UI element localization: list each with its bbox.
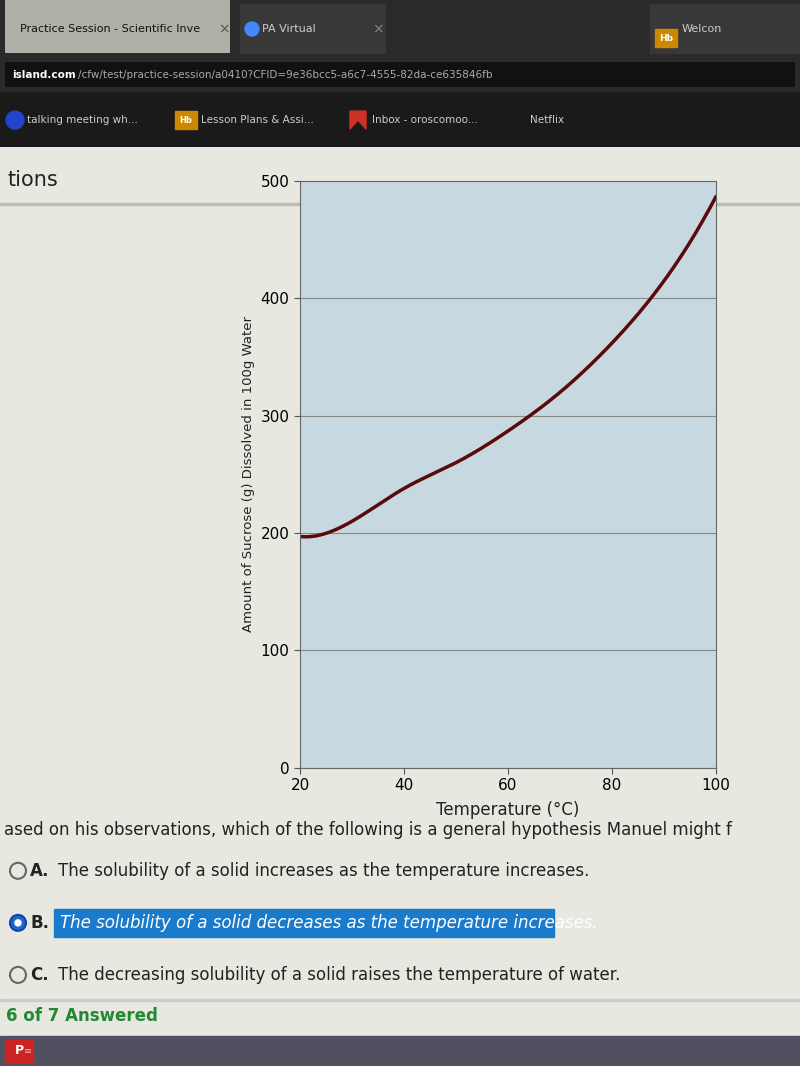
Text: The decreasing solubility of a solid raises the temperature of water.: The decreasing solubility of a solid rai… [58, 966, 620, 984]
Bar [5, 62, 795, 87]
Bar [0, 58, 800, 92]
Circle shape [10, 915, 26, 931]
X-axis label: Temperature (°C): Temperature (°C) [436, 802, 580, 820]
Polygon shape [350, 111, 366, 129]
Bar [0, 92, 800, 147]
Bar [0, 1000, 800, 1001]
Circle shape [6, 111, 24, 129]
Text: The solubility of a solid decreases as the temperature increases.: The solubility of a solid decreases as t… [60, 914, 598, 932]
Text: ×: × [218, 22, 230, 36]
Bar [650, 4, 800, 53]
Bar [655, 29, 677, 47]
Bar [240, 4, 385, 53]
Bar [5, 1040, 33, 1062]
Text: B.: B. [30, 914, 49, 932]
Bar [54, 909, 554, 937]
Text: Hb: Hb [179, 115, 193, 125]
Text: Lesson Plans & Assi...: Lesson Plans & Assi... [201, 115, 314, 125]
Text: ×: × [372, 22, 384, 36]
Text: talking meeting wh...: talking meeting wh... [27, 115, 138, 125]
Text: Welcon: Welcon [682, 25, 722, 34]
Text: tions: tions [8, 171, 58, 190]
Bar [5, 0, 230, 53]
Bar [175, 111, 197, 129]
Bar [0, 204, 800, 205]
Text: P: P [14, 1045, 23, 1057]
Bar [0, 0, 800, 58]
Text: ased on his observations, which of the following is a general hypothesis Manuel : ased on his observations, which of the f… [4, 821, 732, 839]
Text: Hb: Hb [659, 33, 673, 43]
Text: Practice Session - Scientific Inve: Practice Session - Scientific Inve [20, 25, 200, 34]
Text: Inbox - oroscomoo...: Inbox - oroscomoo... [372, 115, 478, 125]
Text: PA Virtual: PA Virtual [262, 25, 316, 34]
Bar [0, 1036, 800, 1066]
Y-axis label: Amount of Sucrose (g) Dissolved in 100g Water: Amount of Sucrose (g) Dissolved in 100g … [242, 317, 255, 632]
Circle shape [245, 22, 259, 36]
Text: island.com: island.com [12, 70, 76, 80]
Text: /cfw/test/practice-session/a0410?CFID=9e36bcc5-a6c7-4555-82da-ce635846fb: /cfw/test/practice-session/a0410?CFID=9e… [78, 70, 499, 80]
Text: The solubility of a solid increases as the temperature increases.: The solubility of a solid increases as t… [58, 861, 590, 879]
Text: ≡: ≡ [24, 1046, 32, 1056]
Text: Netflix: Netflix [530, 115, 564, 125]
Text: 6 of 7 Answered: 6 of 7 Answered [6, 1007, 158, 1024]
Text: C.: C. [30, 966, 49, 984]
Text: A.: A. [30, 861, 50, 879]
Circle shape [15, 920, 21, 926]
